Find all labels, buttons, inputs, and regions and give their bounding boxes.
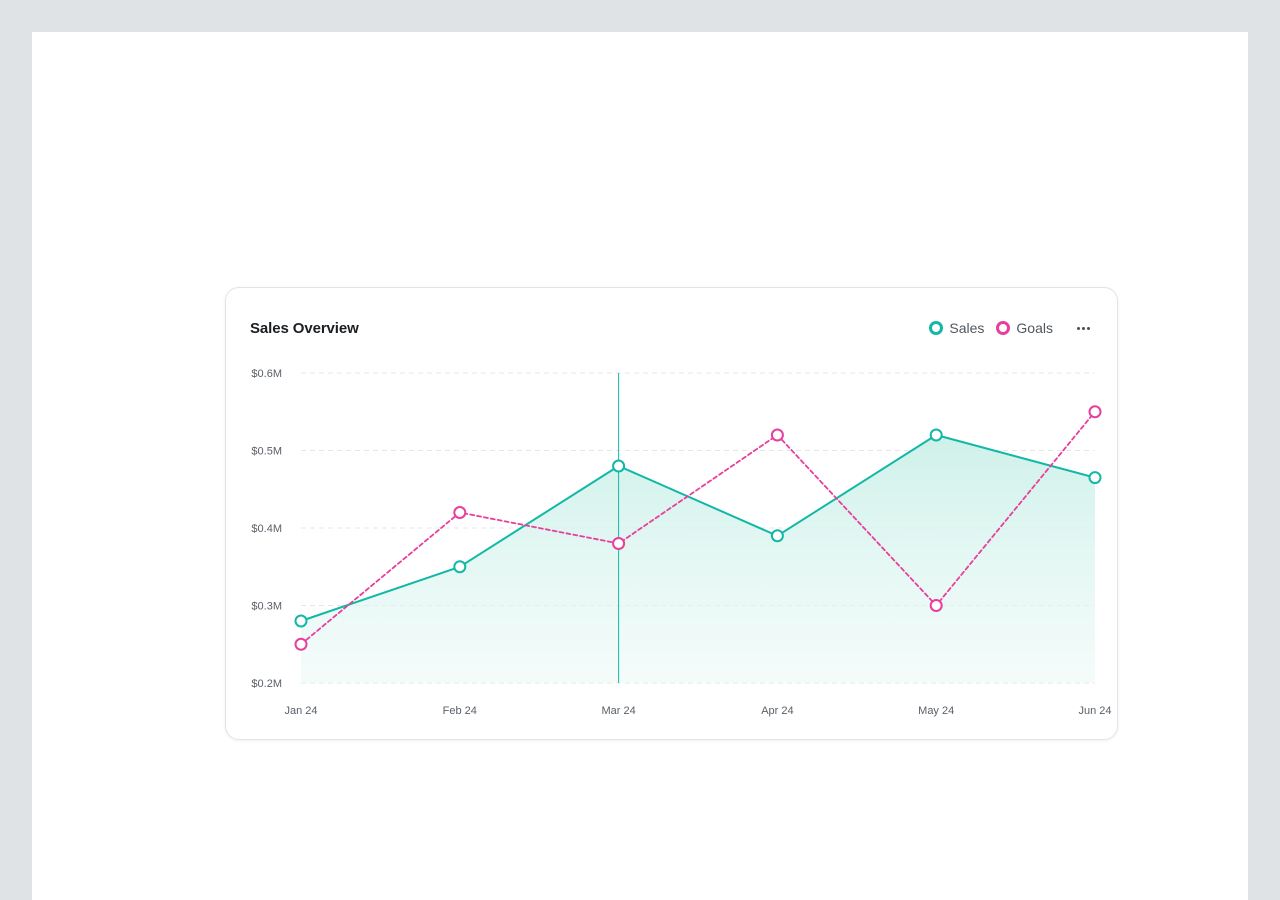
sales-series-line <box>300 434 1096 622</box>
chart-legend: Sales Goals <box>929 319 1093 337</box>
x-tick-label: May 24 <box>918 705 954 717</box>
x-tick-label: Jan 24 <box>284 705 317 717</box>
y-tick-label: $0.5M <box>251 446 282 458</box>
sales-data-point <box>612 459 626 473</box>
sales-data-point <box>294 614 308 628</box>
sales-data-point <box>1088 471 1102 485</box>
goals-data-point <box>453 506 467 519</box>
card-title: Sales Overview <box>250 320 359 337</box>
goals-data-point <box>294 637 308 651</box>
more-horizontal-icon <box>1076 326 1090 330</box>
legend-dot-sales <box>929 321 944 335</box>
y-tick-label: $0.3M <box>251 601 282 613</box>
sales-area-fill <box>301 435 1095 683</box>
legend-item-sales[interactable]: Sales <box>929 320 984 336</box>
page-background: Sales Overview Sales Goals <box>32 32 1248 900</box>
more-options-button[interactable] <box>1073 319 1093 337</box>
goals-data-point <box>1088 405 1102 419</box>
sales-data-point <box>453 560 467 574</box>
legend-dot-goals <box>996 321 1011 335</box>
y-tick-label: $0.2M <box>251 678 282 690</box>
goals-data-point <box>612 537 626 550</box>
sales-goals-line-chart: $0.2M $0.3M $0.4M $0.5M $0.6M Jan 24 Feb 24 Mar… <box>251 368 1111 717</box>
y-tick-label: $0.6M <box>251 368 282 380</box>
x-tick-label: Jun 24 <box>1078 705 1111 717</box>
x-tick-label: Apr 24 <box>761 705 793 717</box>
sales-overview-card: Sales Overview Sales Goals <box>225 287 1118 740</box>
x-tick-label: Feb 24 <box>443 705 477 717</box>
legend-label-sales: Sales <box>949 320 985 336</box>
y-tick-label: $0.4M <box>251 523 282 535</box>
legend-item-goals[interactable]: Goals <box>996 320 1053 336</box>
legend-label-goals: Goals <box>1016 320 1053 336</box>
goals-data-point <box>929 599 943 612</box>
goals-series-line <box>300 410 1096 646</box>
goals-data-point <box>770 428 784 442</box>
sales-data-point <box>770 529 784 543</box>
x-tick-label: Mar 24 <box>601 705 635 717</box>
sales-data-point <box>929 428 943 442</box>
